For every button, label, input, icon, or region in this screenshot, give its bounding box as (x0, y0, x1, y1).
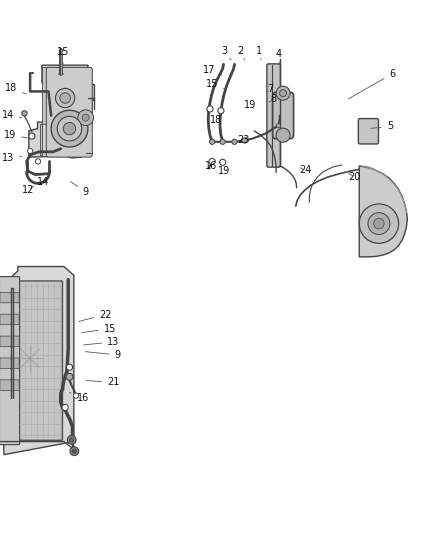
Text: 3: 3 (221, 46, 231, 60)
Text: 24: 24 (300, 165, 312, 175)
Text: 15: 15 (205, 79, 226, 90)
Circle shape (232, 139, 237, 144)
Circle shape (70, 438, 74, 442)
Circle shape (72, 449, 77, 454)
Polygon shape (4, 266, 74, 455)
Text: 7: 7 (267, 84, 273, 94)
Circle shape (74, 393, 79, 398)
Circle shape (276, 128, 290, 142)
Text: 6: 6 (349, 69, 395, 99)
FancyBboxPatch shape (267, 64, 280, 167)
Circle shape (218, 108, 224, 114)
Circle shape (374, 219, 384, 229)
Circle shape (56, 88, 75, 108)
Text: 1: 1 (255, 46, 261, 60)
Circle shape (51, 110, 88, 147)
Circle shape (209, 158, 215, 165)
Text: 5: 5 (371, 122, 393, 132)
Circle shape (66, 373, 73, 380)
Circle shape (209, 139, 215, 144)
Text: 19: 19 (4, 130, 27, 140)
Circle shape (220, 139, 225, 144)
Text: 15: 15 (57, 47, 69, 65)
Circle shape (64, 123, 76, 135)
Text: 4: 4 (275, 49, 281, 63)
Circle shape (28, 148, 33, 154)
Circle shape (82, 114, 89, 121)
Circle shape (276, 124, 280, 128)
FancyBboxPatch shape (0, 358, 19, 368)
Circle shape (62, 405, 68, 410)
Text: 14: 14 (37, 177, 49, 187)
Text: 13: 13 (84, 337, 120, 347)
FancyBboxPatch shape (0, 292, 19, 303)
Text: 18: 18 (5, 83, 26, 94)
Text: 16: 16 (205, 161, 220, 171)
Circle shape (35, 159, 41, 164)
Text: 22: 22 (79, 310, 112, 321)
FancyBboxPatch shape (0, 314, 19, 325)
Polygon shape (40, 67, 92, 155)
Text: 19: 19 (218, 166, 230, 176)
Text: 14: 14 (2, 110, 21, 119)
Text: 19: 19 (244, 100, 256, 110)
Text: 8: 8 (269, 94, 277, 104)
Circle shape (60, 93, 71, 103)
FancyBboxPatch shape (17, 281, 63, 440)
Circle shape (70, 447, 79, 456)
Text: 13: 13 (2, 153, 21, 163)
Circle shape (207, 106, 213, 112)
Circle shape (22, 111, 27, 116)
FancyBboxPatch shape (0, 277, 20, 445)
Circle shape (276, 86, 290, 100)
Text: 12: 12 (22, 185, 34, 195)
Circle shape (78, 110, 94, 126)
FancyBboxPatch shape (0, 380, 19, 390)
Circle shape (57, 116, 82, 141)
Text: 9: 9 (85, 350, 121, 360)
Circle shape (219, 159, 226, 165)
FancyBboxPatch shape (46, 67, 92, 157)
Circle shape (242, 138, 247, 143)
Circle shape (67, 364, 73, 370)
Circle shape (359, 204, 399, 243)
Text: 20: 20 (349, 172, 361, 182)
Circle shape (279, 90, 286, 96)
FancyBboxPatch shape (0, 336, 19, 346)
Text: 16: 16 (70, 392, 89, 403)
Text: 17: 17 (203, 64, 222, 75)
Circle shape (29, 133, 35, 139)
Text: 21: 21 (86, 377, 120, 387)
FancyBboxPatch shape (358, 118, 378, 144)
Text: 18: 18 (210, 115, 222, 125)
Text: 2: 2 (237, 46, 244, 60)
Polygon shape (29, 65, 95, 158)
Circle shape (67, 435, 76, 444)
Text: 23: 23 (237, 135, 249, 144)
Text: 9: 9 (71, 181, 89, 197)
Text: 15: 15 (82, 324, 116, 334)
Circle shape (368, 213, 390, 235)
FancyBboxPatch shape (272, 92, 293, 139)
Polygon shape (359, 166, 407, 257)
